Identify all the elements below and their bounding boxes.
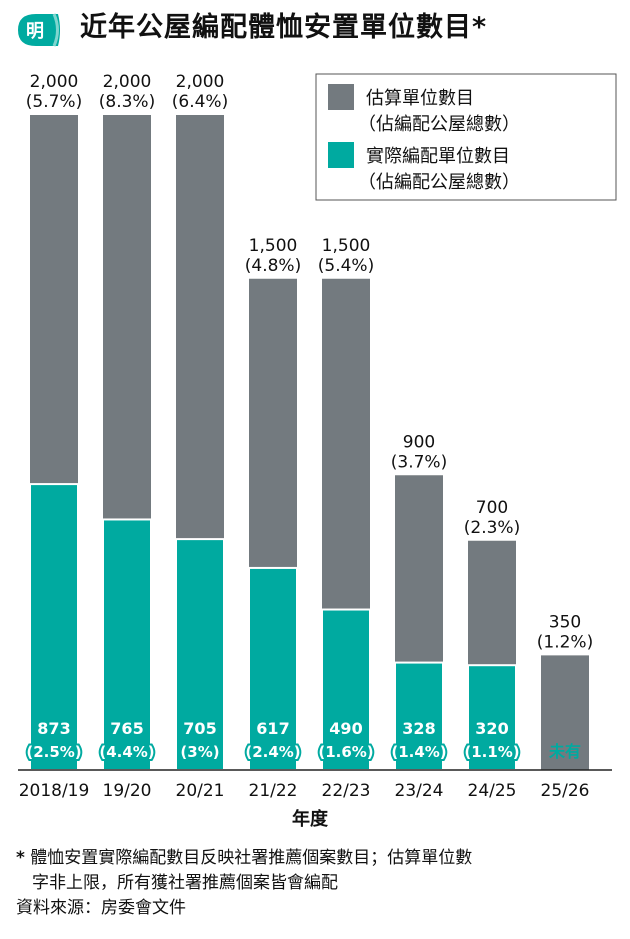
actual-value-label: 873 xyxy=(37,719,70,738)
chart-title: 近年公屋編配體恤安置單位數目* xyxy=(80,12,488,43)
x-tick-label: 23/24 xyxy=(395,781,444,801)
estimated-value-label: 2,000 xyxy=(103,72,152,92)
estimated-percent-label: (3.7%) xyxy=(391,452,447,472)
estimated-percent-label: (4.8%) xyxy=(245,256,301,276)
estimated-percent-label: (6.4%) xyxy=(172,92,228,112)
actual-value-label: 320 xyxy=(475,719,508,738)
legend-swatch-actual xyxy=(328,142,354,168)
actual-percent-label: (1.1%) xyxy=(464,743,519,761)
estimated-value-label: 1,500 xyxy=(322,236,371,256)
actual-percent-label: (1.4%) xyxy=(391,743,446,761)
footnote-line-1: * 體恤安置實際編配數目反映社署推薦個案數目；估算單位數 xyxy=(16,846,620,871)
actual-percent-label: (1.6%) xyxy=(318,743,373,761)
chart-header: 明 近年公屋編配體恤安置單位數目* xyxy=(0,0,630,58)
estimated-value-label: 900 xyxy=(403,432,435,452)
actual-percent-label: (2.5%) xyxy=(26,743,81,761)
svg-text:明: 明 xyxy=(26,21,44,42)
x-axis-title: 年度 xyxy=(292,808,329,830)
estimated-value-label: 2,000 xyxy=(30,72,79,92)
x-tick-label: 21/22 xyxy=(249,781,298,801)
actual-bar xyxy=(394,661,444,772)
footnote: * 體恤安置實際編配數目反映社署推薦個案數目；估算單位數 字非上限，所有獲社署推… xyxy=(16,846,620,921)
actual-value-label: 未有 xyxy=(548,742,581,761)
actual-bar xyxy=(321,608,371,772)
legend-swatch-estimated xyxy=(328,84,354,110)
actual-bar xyxy=(248,566,298,771)
x-tick-label: 20/21 xyxy=(176,781,225,801)
x-tick-label: 25/26 xyxy=(541,781,590,801)
actual-bar xyxy=(175,538,225,771)
estimated-value-label: 700 xyxy=(476,498,508,518)
estimated-percent-label: (1.2%) xyxy=(537,632,593,652)
actual-value-label: 490 xyxy=(329,719,362,738)
x-tick-label: 22/23 xyxy=(322,781,371,801)
legend-box xyxy=(315,73,617,201)
actual-value-label: 617 xyxy=(256,719,289,738)
footnote-text-1: 體恤安置實際編配數目反映社署推薦個案數目；估算單位數 xyxy=(30,848,473,868)
estimated-percent-label: (5.4%) xyxy=(318,256,374,276)
actual-value-label: 765 xyxy=(110,719,143,738)
legend-label: 實際編配單位數目 xyxy=(366,146,510,167)
actual-bar xyxy=(102,518,152,772)
actual-percent-label: (3%) xyxy=(180,743,219,761)
estimated-percent-label: (2.3%) xyxy=(464,518,520,538)
legend-label: 估算單位數目 xyxy=(366,88,474,109)
actual-value-label: 328 xyxy=(402,719,435,738)
actual-percent-label: (4.4%) xyxy=(99,743,154,761)
estimated-value-label: 350 xyxy=(549,612,581,632)
x-tick-label: 24/25 xyxy=(468,781,517,801)
ming-pao-logo-icon: 明 xyxy=(18,13,60,47)
legend-sublabel: （佔編配公屋總數） xyxy=(358,172,520,193)
source-note: 資料來源：房委會文件 xyxy=(16,898,186,918)
actual-value-label: 705 xyxy=(183,719,216,738)
footnote-star: * xyxy=(16,848,25,868)
estimated-percent-label: (5.7%) xyxy=(26,92,82,112)
chart-legend: 估算單位數目 （佔編配公屋總數） 實際編配單位數目 （佔編配公屋總數） xyxy=(315,73,617,201)
estimated-value-label: 2,000 xyxy=(176,72,225,92)
actual-percent-label: (2.4%) xyxy=(245,743,300,761)
bar-chart: 2,000(5.7%)873(2.5%)2,000(8.3%)765(4.4%)… xyxy=(18,72,617,830)
estimated-value-label: 1,500 xyxy=(249,236,298,256)
estimated-percent-label: (8.3%) xyxy=(99,92,155,112)
estimated-bar xyxy=(541,655,589,770)
actual-bar xyxy=(467,664,517,772)
legend-sublabel: （佔編配公屋總數） xyxy=(358,114,520,135)
x-tick-label: 19/20 xyxy=(103,781,152,801)
footnote-line-2: 字非上限，所有獲社署推薦個案皆會編配 xyxy=(32,873,338,893)
x-tick-label: 2018/19 xyxy=(19,781,90,801)
actual-bar xyxy=(29,483,79,771)
